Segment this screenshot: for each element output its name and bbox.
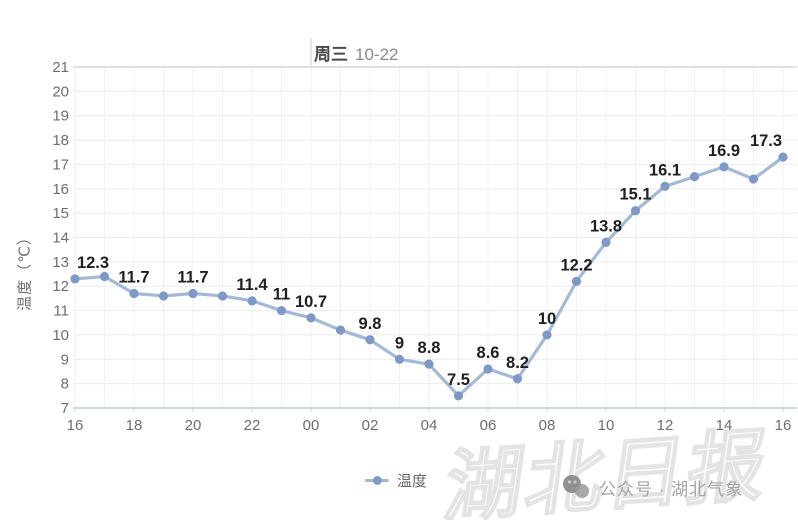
- y-tick-label: 16: [52, 181, 69, 198]
- data-point-label: 8.6: [477, 344, 500, 362]
- x-tick-label: 16: [67, 417, 84, 434]
- x-tick-label: 00: [303, 417, 320, 434]
- chart-title-date: 10-22: [355, 45, 399, 64]
- y-tick-label: 8: [61, 376, 69, 393]
- data-point-label: 11.7: [118, 269, 149, 287]
- data-point-label: 10.7: [295, 293, 327, 311]
- legend-label: 温度: [396, 473, 427, 490]
- data-point: [99, 271, 110, 282]
- data-point-label: 11: [273, 286, 290, 304]
- y-tick-label: 9: [61, 351, 69, 368]
- data-point-label: 16.9: [708, 142, 740, 160]
- x-tick-label: 20: [185, 417, 202, 434]
- data-point-label: 7.5: [447, 371, 470, 389]
- y-tick-label: 7: [61, 400, 69, 417]
- data-point: [542, 330, 552, 340]
- x-tick-label: 10: [598, 417, 615, 434]
- data-point: [630, 206, 641, 216]
- y-tick-label: 20: [52, 83, 69, 100]
- x-tick-label: 04: [421, 417, 438, 434]
- data-point-label: 16.1: [649, 161, 681, 179]
- legend: 温度: [364, 470, 427, 491]
- x-tick-label: 16: [775, 417, 792, 434]
- x-tick-label: 18: [126, 417, 143, 434]
- y-tick-label: 12: [52, 278, 69, 295]
- data-point: [276, 305, 287, 316]
- data-point: [689, 172, 700, 182]
- data-point-label: 8.8: [418, 339, 441, 357]
- y-tick-label: 18: [52, 132, 69, 149]
- wechat-account-text: 公众号 · 湖北气象: [599, 479, 744, 499]
- data-point: [748, 174, 759, 184]
- data-point: [394, 354, 405, 364]
- data-point: [512, 374, 523, 384]
- chart-title: 周三 10-22: [314, 40, 398, 65]
- data-point-label: 12.2: [560, 256, 592, 274]
- y-tick-label: 15: [52, 205, 69, 222]
- data-point: [571, 276, 582, 286]
- data-point-label: 12.3: [77, 254, 109, 272]
- data-point-label: 9.8: [359, 315, 382, 333]
- data-point: [365, 335, 375, 345]
- data-point-label: 15.1: [619, 186, 651, 204]
- y-tick-label: 19: [52, 108, 69, 125]
- y-axis-title: 温度（℃）: [16, 229, 34, 311]
- x-tick-label: 08: [539, 417, 556, 434]
- x-tick-label: 22: [244, 417, 261, 434]
- y-tick-label: 17: [52, 156, 69, 173]
- data-point-label: 8.2: [506, 354, 529, 372]
- data-point: [247, 296, 257, 306]
- data-point-label: 10: [538, 310, 556, 328]
- x-tick-label: 12: [657, 417, 674, 434]
- x-tick-label: 14: [716, 417, 733, 434]
- data-point-label: 17.3: [750, 132, 782, 150]
- data-point: [719, 162, 729, 172]
- wechat-account-watermark: 公众号 · 湖北气象: [560, 473, 743, 501]
- data-point: [601, 237, 611, 247]
- data-point: [660, 181, 670, 191]
- data-point: [424, 359, 434, 369]
- data-point: [335, 325, 346, 335]
- data-point: [70, 274, 80, 284]
- data-point: [778, 152, 788, 162]
- data-point: [158, 291, 169, 301]
- data-point: [217, 291, 228, 301]
- y-tick-label: 13: [52, 254, 69, 271]
- legend-line-dot-icon: [364, 475, 389, 486]
- data-point: [306, 313, 316, 323]
- data-point: [483, 364, 493, 374]
- y-tick-label: 11: [53, 303, 69, 320]
- y-tick-label: 14: [52, 230, 69, 247]
- data-point-label: 13.8: [590, 217, 622, 235]
- x-tick-label: 06: [480, 417, 497, 434]
- wechat-logo-icon: [563, 475, 589, 498]
- x-tick-label: 02: [362, 417, 379, 434]
- y-tick-label: 21: [52, 59, 69, 76]
- y-tick-label: 10: [52, 327, 69, 344]
- data-point: [129, 288, 139, 299]
- data-point: [453, 391, 464, 401]
- data-point-label: 9: [395, 334, 404, 352]
- chart-title-day: 周三: [314, 45, 348, 64]
- data-point: [188, 288, 198, 299]
- data-point-label: 11.7: [177, 269, 208, 287]
- data-point-label: 11.4: [236, 276, 268, 294]
